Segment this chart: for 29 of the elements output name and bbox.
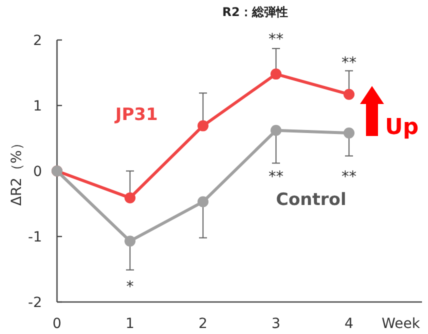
x-tick-label: 4 xyxy=(344,316,354,332)
annotation: ** xyxy=(342,54,357,72)
y-tick-label: 0 xyxy=(33,164,42,180)
x-tick-label: 2 xyxy=(198,316,208,332)
annotation: Up xyxy=(385,115,419,140)
series-label: JP31 xyxy=(114,104,158,125)
annotation: * xyxy=(126,278,134,296)
point xyxy=(124,236,136,247)
x-tick-label: 1 xyxy=(126,316,134,332)
point xyxy=(270,68,282,80)
y-tick-label: -1 xyxy=(28,230,42,246)
point xyxy=(270,124,282,136)
text: Control xyxy=(276,190,346,210)
y-axis-title: ΔR2（%） xyxy=(9,136,25,206)
x-tick-label: 3 xyxy=(272,316,280,332)
x-tick-label: 0 xyxy=(52,316,62,332)
point xyxy=(198,120,208,132)
y-tick-label: 2 xyxy=(33,33,42,49)
point xyxy=(198,196,208,208)
annotation: ** xyxy=(268,30,284,48)
y-tick-label: 1 xyxy=(33,98,42,114)
point xyxy=(124,192,136,204)
point xyxy=(344,88,354,100)
y-tick-label: -2 xyxy=(28,295,42,311)
chart-title: R2：総弾性 xyxy=(222,5,288,19)
annotation: ** xyxy=(268,168,284,186)
x-axis-title: Week xyxy=(382,316,421,332)
point xyxy=(344,128,354,139)
annotation: ** xyxy=(342,168,357,186)
